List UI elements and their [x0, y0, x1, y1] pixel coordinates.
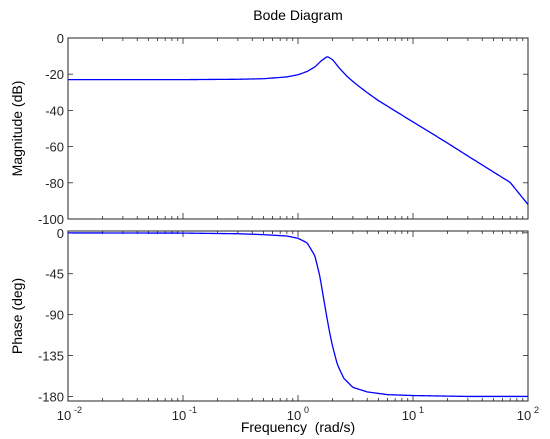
x-tick-label: 10	[402, 408, 416, 423]
phase-y-tick-label: -45	[45, 267, 64, 282]
x-tick-label-exponent: -2	[74, 405, 82, 415]
magnitude-y-tick-label: -80	[45, 176, 64, 191]
phase-y-tick-labels: 0 -45 -90 -135 -180	[38, 226, 64, 405]
phase-plot-frame	[67, 230, 529, 402]
magnitude-y-axis-label: Magnitude (dB)	[9, 81, 25, 177]
phase-panel: 0-45-90-135-180 10 -2 10 -1 10 0 10 1 10 2 Phase …	[9, 226, 539, 435]
magnitude-plot-frame	[67, 37, 529, 220]
magnitude-y-tick-label: -100	[38, 212, 64, 227]
phase-ticks	[67, 231, 529, 401]
x-tick-label-exponent: -1	[189, 405, 197, 415]
x-axis-label: Frequency (rad/s)	[241, 419, 355, 435]
phase-y-tick-label: -135	[38, 349, 64, 364]
phase-series-line	[68, 232, 528, 398]
phase-y-tick-label: -180	[38, 389, 64, 404]
phase-y-tick-label: -90	[45, 308, 64, 323]
magnitude-y-tick-label: 0	[57, 31, 64, 46]
x-tick-label: 10	[287, 408, 301, 423]
x-tick-label: 10	[172, 408, 186, 423]
magnitude-ticks	[67, 37, 529, 220]
magnitude-series-line	[68, 56, 529, 205]
magnitude-y-tick-label: -20	[45, 67, 64, 82]
magnitude-y-tick-label: -60	[45, 140, 64, 155]
x-tick-label-exponent: 1	[419, 405, 424, 415]
magnitude-y-tick-labels: 0 -20 -40 -60 -80 -100	[38, 31, 64, 227]
magnitude-y-tick-label: -40	[45, 103, 64, 118]
x-tick-label: 10	[517, 408, 531, 423]
x-tick-labels: 10 -2 10 -1 10 0 10 1 10 2	[57, 405, 539, 423]
x-tick-label-exponent: 0	[304, 405, 309, 415]
x-tick-label-exponent: 2	[534, 405, 539, 415]
phase-y-tick-label: 0	[57, 226, 64, 241]
phase-y-axis-label: Phase (deg)	[9, 278, 25, 354]
x-tick-label: 10	[57, 408, 71, 423]
chart-title: Bode Diagram	[253, 7, 343, 23]
magnitude-panel: 0 -20 -40 -60 -80 -100 Magnitude (dB)	[9, 31, 529, 227]
